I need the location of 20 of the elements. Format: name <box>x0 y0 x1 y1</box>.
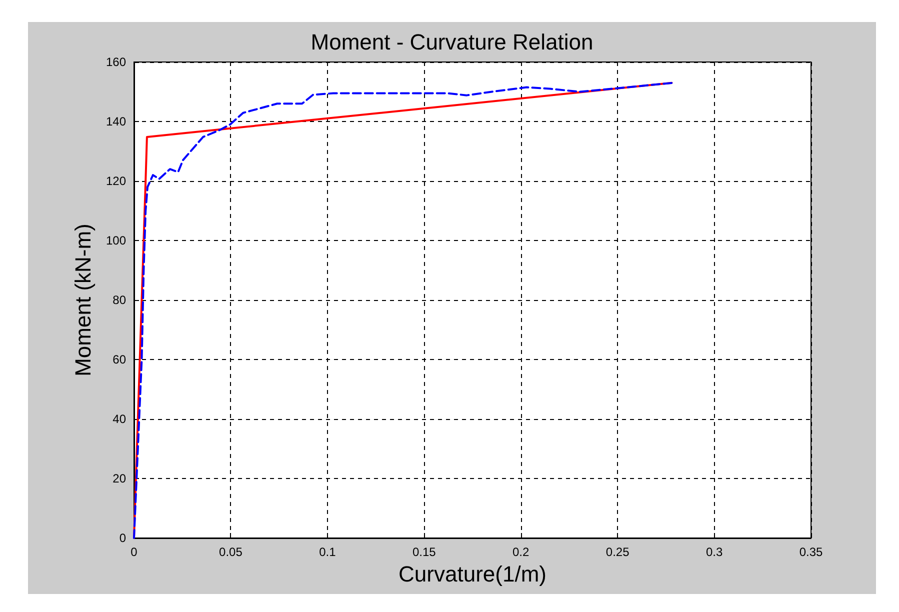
y-tick-label: 100 <box>106 234 126 248</box>
x-tick-label: 0 <box>130 545 138 559</box>
x-tick-label: 0.1 <box>319 545 336 559</box>
x-axis-title: Curvature(1/m) <box>398 561 546 586</box>
y-tick-label: 40 <box>112 412 126 426</box>
y-axis-title: Moment (kN-m) <box>70 224 96 376</box>
y-tick-label: 80 <box>112 293 126 307</box>
x-tick-label: 0.2 <box>512 545 530 559</box>
y-tick-label: 160 <box>106 55 126 69</box>
y-tick-label: 120 <box>106 174 126 188</box>
y-tick-label: 0 <box>119 531 126 545</box>
y-tick-label: 140 <box>106 114 126 128</box>
x-tick-label: 0.35 <box>799 545 823 559</box>
y-tick-label: 60 <box>112 352 126 366</box>
chart-title: Moment - Curvature Relation <box>310 30 594 54</box>
x-tick-label: 0.15 <box>412 545 436 559</box>
x-tick-label: 0.25 <box>606 545 630 559</box>
x-tick-label: 0.3 <box>706 545 723 559</box>
y-tick-label: 20 <box>112 472 126 486</box>
x-tick-label: 0.05 <box>219 545 243 559</box>
